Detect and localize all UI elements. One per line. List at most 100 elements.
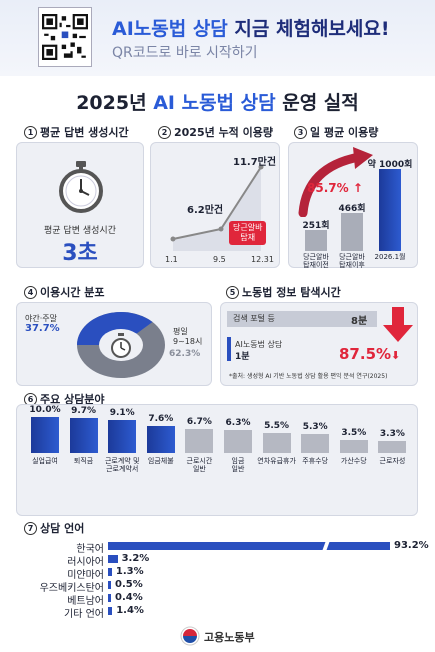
section6-card: 10.0% 실업급여 9.7% 퇴직금 9.1% 근로계약 및 근로계약서 7.6% 임금체불… — [16, 404, 418, 516]
language-value-1: 93.2% — [394, 540, 429, 551]
field-bar-4 — [146, 425, 175, 453]
language-name-4: 우즈베키스탄어 — [39, 583, 104, 594]
night-value: 37.7% — [25, 323, 60, 334]
field-bar-value-9: 3.5% — [341, 428, 367, 439]
field-bar-value-5: 6.7% — [186, 416, 212, 427]
field-bar-value-10: 3.3% — [379, 429, 405, 440]
field-bar-10 — [378, 441, 407, 453]
field-bar-8 — [301, 433, 330, 453]
section2-card: 6.2만건 11.7만건 당근알바 탑재 1.1 9.5 12.31 — [150, 142, 280, 268]
source-note: *출처: 생성형 AI 기반 노동법 상담 활용 편익 분석 연구(2025) — [229, 373, 388, 380]
section7-title: 7 상담 언어 — [24, 520, 84, 536]
page-title-rest: 운영 실적 — [282, 92, 359, 114]
header-title-highlight: AI노동법 상담 — [112, 18, 228, 40]
language-name-5: 베트남어 — [67, 596, 104, 607]
language-value-4: 0.5% — [115, 579, 143, 590]
field-bar-label-1: 실업급여 — [32, 457, 58, 465]
language-bar-1 — [108, 542, 390, 550]
section2-title: 2 2025년 누적 이용량 — [158, 124, 273, 140]
x-label-1-1: 1.1 — [165, 255, 178, 264]
language-value-2: 3.2% — [121, 553, 150, 564]
growth-text: 85.7% — [307, 181, 349, 195]
field-bar-1 — [31, 417, 59, 453]
field-bar-5 — [185, 428, 214, 453]
field-bar-label-5: 근로시간 일반 — [186, 457, 213, 473]
page-title: 2025년 AI 노동법 상담 운영 실적 — [0, 88, 435, 115]
field-bar-value-1: 10.0% — [29, 405, 61, 415]
section4-number: 4 — [24, 286, 37, 299]
field-bar-value-6: 6.3% — [225, 418, 251, 429]
point-1-1 — [170, 236, 176, 242]
section1-title: 1 평균 답변 생성시간 — [24, 124, 129, 140]
point-9-5 — [218, 226, 224, 232]
footnote-block — [25, 493, 411, 513]
page-title-year: 2025년 — [76, 92, 147, 114]
language-name-2: 러시아어 — [67, 557, 104, 568]
point-label-12-31: 11.7만건 — [233, 157, 277, 168]
daily-bar-2 — [341, 212, 363, 251]
daily-bar-value-3: 약 1000회 — [367, 160, 413, 170]
section4-title-text: 이용시간 분포 — [40, 286, 105, 299]
stopwatch-icon — [59, 161, 103, 213]
portal-label: 검색 포털 등 — [233, 314, 275, 323]
section3-number: 3 — [294, 126, 307, 139]
daily-bar-label-1: 당근알바 탑재이전 — [303, 253, 329, 269]
field-bar-label-8: 주휴수당 — [302, 457, 329, 465]
language-bar-3 — [108, 568, 112, 576]
language-bar-2 — [108, 555, 118, 563]
reduction-arrow-icon: ⬇ — [391, 349, 401, 362]
section5-title-text: 노동법 정보 탐색시간 — [242, 286, 341, 299]
section5-card: 검색 포털 등 8분 AI노동법 상담 1분 87.5%⬇ *출처: 생성형 A… — [220, 302, 418, 386]
section1-number: 1 — [24, 126, 37, 139]
clock-icon — [111, 333, 131, 358]
weekday-label: 평일 9~18시 — [173, 327, 203, 346]
ministry-logo-icon — [180, 626, 200, 646]
language-name-1: 한국어 — [76, 544, 104, 555]
dangeun-annotation: 당근알바 탑재 — [229, 221, 267, 245]
field-bar-value-8: 5.3% — [302, 421, 328, 432]
field-bar-label-10: 근로자성 — [379, 457, 406, 465]
ai-label: AI노동법 상담 — [235, 340, 283, 349]
reduction-text: 87.5% — [339, 345, 392, 363]
daily-bar-1 — [305, 230, 327, 251]
section1-title-text: 평균 답변 생성시간 — [40, 126, 129, 139]
daily-bar-value-2: 466회 — [338, 203, 366, 214]
section4-title: 4 이용시간 분포 — [24, 284, 105, 300]
point-12-31 — [258, 164, 264, 170]
section4-card: 야간·주말 37.7% 평일 9~18시 62.3% — [16, 302, 212, 386]
language-value-6: 1.4% — [116, 605, 144, 616]
section1-caption: 평균 답변 생성시간 — [44, 226, 116, 236]
night-weekend-slice — [77, 312, 153, 345]
section2-title-text: 2025년 누적 이용량 — [174, 126, 273, 139]
point-label-9-5: 6.2만건 — [187, 205, 224, 216]
field-bar-value-2: 9.7% — [71, 406, 97, 417]
field-bar-2 — [69, 418, 98, 453]
field-bar-value-4: 7.6% — [148, 413, 174, 424]
language-name-6: 기타 언어 — [64, 609, 104, 620]
section3-card: 85.7% ↑ 251회 당근알바 탑재이전 466회 당근알바 탑재이후 약 1000… — [288, 142, 418, 269]
section5-title: 5 노동법 정보 탐색시간 — [226, 284, 341, 300]
section7-number: 7 — [24, 522, 37, 535]
portal-bar — [227, 311, 377, 327]
page-title-highlight: AI 노동법 상담 — [153, 92, 276, 114]
weekday-value: 62.3% — [169, 349, 201, 359]
qr-code-icon — [42, 14, 88, 60]
promo-header: AI노동법 상담 지금 체험해보세요! QR코드로 바로 시작하기 — [0, 0, 435, 76]
growth-arrow-icon — [298, 147, 373, 217]
qr-code[interactable] — [38, 7, 92, 67]
field-bar-label-2: 퇴직금 — [73, 457, 94, 465]
field-bar-label-7: 연차유급휴가 — [257, 457, 296, 465]
language-value-5: 0.4% — [115, 592, 143, 603]
language-name-3: 미얀마어 — [67, 570, 104, 581]
field-bar-label-4: 임금체불 — [147, 457, 174, 465]
language-value-3: 1.3% — [115, 566, 144, 577]
x-label-12-31: 12.31 — [251, 255, 274, 264]
language-bar-4 — [108, 581, 111, 589]
ai-bar — [227, 337, 231, 361]
footer: 고용노동부 — [0, 622, 435, 652]
header-subtitle: QR코드로 바로 시작하기 — [112, 45, 258, 61]
field-bar-label-3: 근로계약 및 근로계약서 — [104, 457, 140, 473]
field-bar-7 — [262, 433, 291, 453]
